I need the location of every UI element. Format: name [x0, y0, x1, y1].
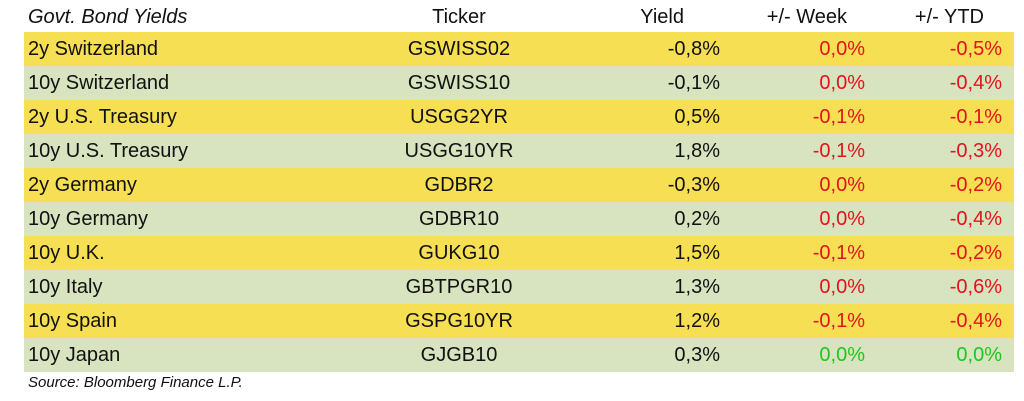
week-change-cell: 0,0%: [819, 207, 865, 230]
week-change-cell: 0,0%: [819, 275, 865, 298]
week-change-cell: 0,0%: [819, 173, 865, 196]
bond-name-cell: 10y Spain: [28, 309, 117, 332]
ytd-change-cell: -0,2%: [949, 241, 1002, 264]
table-row: 10y Spain GSPG10YR 1,2% -0,1% -0,4%: [24, 304, 1014, 338]
table-row: 2y U.S. Treasury USGG2YR 0,5% -0,1% -0,1%: [24, 100, 1014, 134]
ytd-change-cell: -0,4%: [949, 207, 1002, 230]
yield-cell: 0,5%: [674, 105, 720, 128]
bond-name-cell: 10y Germany: [28, 207, 149, 230]
ytd-change-cell: -0,2%: [949, 173, 1002, 196]
bond-name-cell: 10y Italy: [28, 275, 103, 298]
ticker-cell: USGG2YR: [410, 105, 508, 128]
table-row: 10y Italy GBTPGR10 1,3% 0,0% -0,6%: [24, 270, 1014, 304]
table-row: 10y U.K. GUKG10 1,5% -0,1% -0,2%: [24, 236, 1014, 270]
table-row: 10y Japan GJGB10 0,3% 0,0% 0,0%: [24, 338, 1014, 372]
header-week: +/- Week: [766, 5, 847, 28]
yield-cell: 0,3%: [674, 343, 720, 366]
table-row: 10y Switzerland GSWISS10 -0,1% 0,0% -0,4%: [24, 66, 1014, 100]
table-row: 2y Germany GDBR2 -0,3% 0,0% -0,2%: [24, 168, 1014, 202]
ytd-change-cell: -0,4%: [949, 309, 1002, 332]
header-ytd: +/- YTD: [914, 5, 984, 28]
ticker-cell: GSPG10YR: [405, 309, 513, 332]
ytd-change-cell: -0,1%: [949, 105, 1002, 128]
ticker-cell: GJGB10: [420, 343, 498, 366]
ytd-change-cell: -0,3%: [949, 139, 1002, 162]
bond-name-cell: 10y U.S. Treasury: [28, 139, 189, 162]
yield-cell: -0,8%: [667, 37, 720, 60]
week-change-cell: 0,0%: [819, 37, 865, 60]
yield-cell: -0,3%: [667, 173, 720, 196]
table-row: 10y Germany GDBR10 0,2% 0,0% -0,4%: [24, 202, 1014, 236]
bond-name-cell: 10y U.K.: [28, 241, 105, 264]
source-note: Source: Bloomberg Finance L.P.: [28, 374, 243, 391]
ticker-cell: GDBR10: [418, 207, 500, 230]
ticker-cell: GUKG10: [418, 241, 500, 264]
yield-cell: 0,2%: [674, 207, 720, 230]
header-ticker: Ticker: [432, 5, 486, 28]
ytd-change-cell: -0,6%: [949, 275, 1002, 298]
bond-name-cell: 10y Switzerland: [28, 71, 170, 94]
ticker-cell: USGG10YR: [404, 139, 514, 162]
ticker-cell: GBTPGR10: [405, 275, 513, 298]
yield-cell: 1,2%: [674, 309, 720, 332]
yield-cell: -0,1%: [667, 71, 720, 94]
week-change-cell: -0,1%: [812, 139, 865, 162]
bond-name-cell: 2y U.S. Treasury: [28, 105, 177, 128]
ticker-cell: GSWISS02: [407, 37, 511, 60]
header-name: Govt. Bond Yields: [28, 5, 188, 28]
ticker-cell: GSWISS10: [407, 71, 511, 94]
week-change-cell: -0,1%: [812, 309, 865, 332]
table-row: 2y Switzerland GSWISS02 -0,8% 0,0% -0,5%: [24, 32, 1014, 66]
bond-name-cell: 2y Germany: [28, 173, 137, 196]
table-header-row: Govt. Bond Yields Ticker Yield +/- Week …: [24, 2, 1014, 32]
yield-cell: 1,8%: [674, 139, 720, 162]
bond-name-cell: 10y Japan: [28, 343, 121, 366]
ytd-change-cell: -0,5%: [949, 37, 1002, 60]
ytd-change-cell: -0,4%: [949, 71, 1002, 94]
header-yield: Yield: [640, 5, 684, 28]
ytd-change-cell: 0,0%: [956, 343, 1002, 366]
yield-cell: 1,5%: [674, 241, 720, 264]
bond-yields-table: Govt. Bond Yields Ticker Yield +/- Week …: [24, 2, 1014, 372]
week-change-cell: -0,1%: [812, 105, 865, 128]
ticker-cell: GDBR2: [424, 173, 494, 196]
bond-name-cell: 2y Switzerland: [28, 37, 159, 60]
week-change-cell: 0,0%: [819, 71, 865, 94]
week-change-cell: 0,0%: [819, 343, 865, 366]
table-body: 2y Switzerland GSWISS02 -0,8% 0,0% -0,5% 10y …: [24, 32, 1014, 372]
yield-cell: 1,3%: [674, 275, 720, 298]
table-row: 10y U.S. Treasury USGG10YR 1,8% -0,1% -0,3%: [24, 134, 1014, 168]
week-change-cell: -0,1%: [812, 241, 865, 264]
